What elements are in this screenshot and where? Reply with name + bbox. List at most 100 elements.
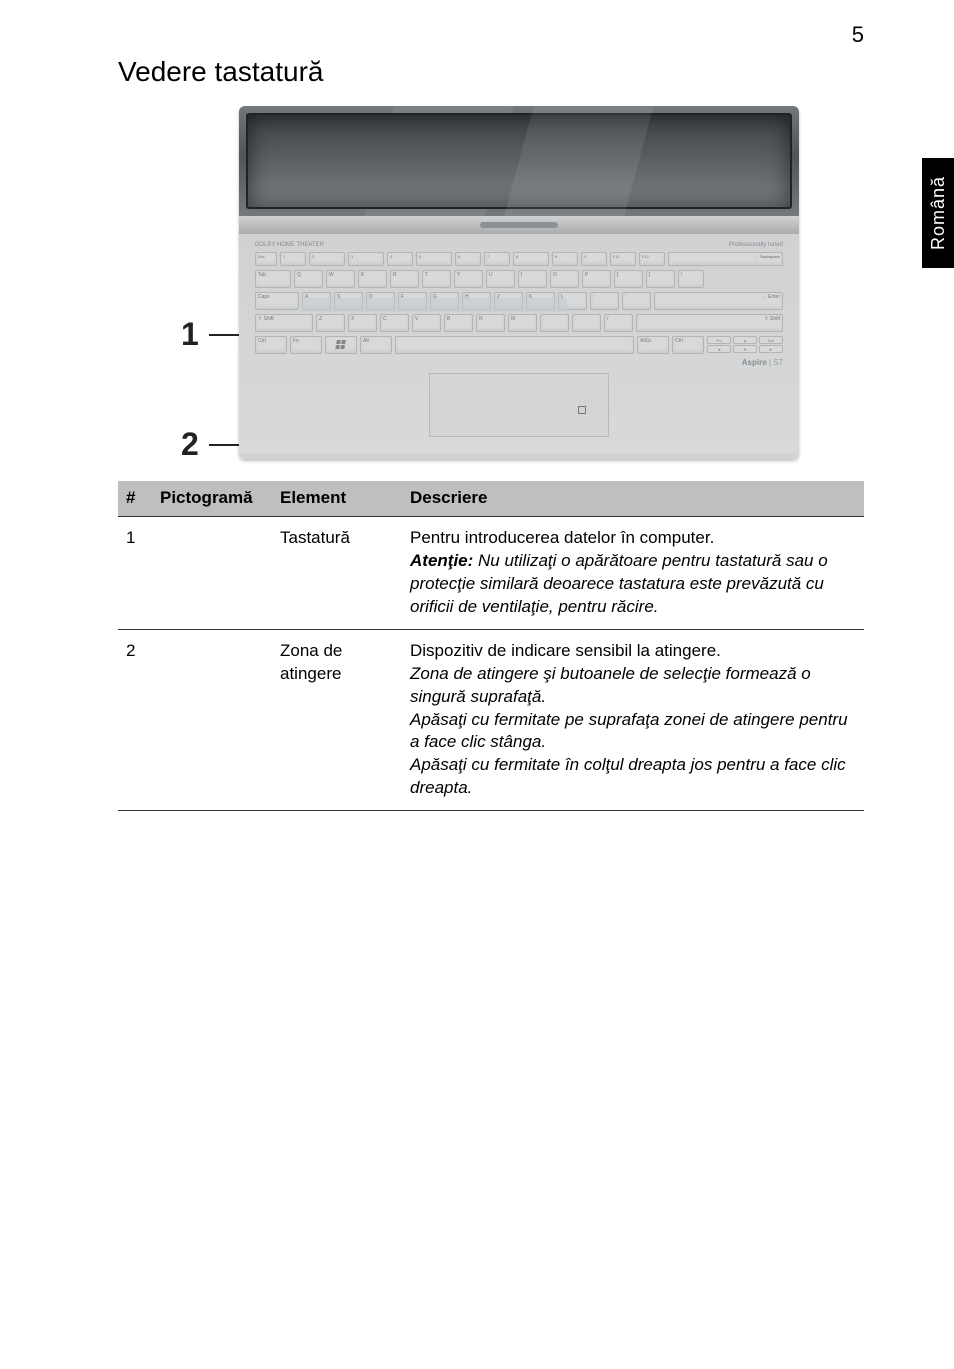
desc-plain: Dispozitiv de indicare sensibil la ating… bbox=[410, 641, 721, 660]
key-up: ▲ bbox=[733, 336, 757, 344]
key: O bbox=[550, 270, 579, 288]
deck-right-label: Professionally tuned bbox=[729, 242, 783, 248]
cell-description: Dispozitiv de indicare sensibil la ating… bbox=[402, 629, 864, 811]
key-caps: Caps bbox=[255, 292, 299, 310]
cell-icon bbox=[152, 516, 272, 629]
laptop-hinge bbox=[239, 216, 799, 234]
key: [ bbox=[614, 270, 643, 288]
keyboard: Esc 1 2 3 4 5 6 7 8 9 0 F11 F12 ← Backsp… bbox=[255, 252, 783, 354]
section-title: Vedere tastatură bbox=[118, 56, 864, 88]
windows-icon bbox=[335, 340, 347, 350]
key: S bbox=[334, 292, 363, 310]
laptop-body: DOLBY HOME THEATER Professionally tuned … bbox=[239, 106, 799, 459]
arrow-cluster: Prv◄ ▲▼ Nxt► bbox=[707, 336, 783, 353]
table-row: 2 Zona de atingere Dispozitiv de indicar… bbox=[118, 629, 864, 811]
th-icon: Pictogramă bbox=[152, 481, 272, 516]
key: C bbox=[380, 314, 409, 332]
key: Q bbox=[294, 270, 323, 288]
key-right: ► bbox=[759, 345, 783, 353]
key: M bbox=[508, 314, 537, 332]
key: \ bbox=[678, 270, 704, 288]
key: 6 bbox=[455, 252, 481, 266]
key: I bbox=[518, 270, 547, 288]
key: ] bbox=[646, 270, 675, 288]
th-description: Descriere bbox=[402, 481, 864, 516]
kb-row-1: Esc 1 2 3 4 5 6 7 8 9 0 F11 F12 ← Backsp… bbox=[255, 252, 783, 266]
key: Y bbox=[454, 270, 483, 288]
key: U bbox=[486, 270, 515, 288]
spec-table: # Pictogramă Element Descriere 1 Tastatu… bbox=[118, 481, 864, 811]
key: D bbox=[366, 292, 395, 310]
key: J bbox=[494, 292, 523, 310]
th-element: Element bbox=[272, 481, 402, 516]
key-enter: ← Enter bbox=[654, 292, 783, 310]
language-tab: Română bbox=[922, 158, 954, 268]
key: / bbox=[604, 314, 633, 332]
table-header-row: # Pictogramă Element Descriere bbox=[118, 481, 864, 516]
page-number: 5 bbox=[852, 22, 864, 48]
desc-rest: Nu utilizaţi o apărătoare pentru tastatu… bbox=[410, 551, 828, 616]
callout-2-number: 2 bbox=[181, 426, 199, 463]
key: N bbox=[476, 314, 505, 332]
key-ctrl-r: Ctrl bbox=[672, 336, 704, 354]
key-tab: Tab bbox=[255, 270, 291, 288]
key-shift-l: ⇧ Shift bbox=[255, 314, 313, 332]
key: ' bbox=[622, 292, 651, 310]
desc-italic: Zona de atingere şi butoanele de selecţi… bbox=[410, 664, 848, 798]
cell-num: 2 bbox=[118, 629, 152, 811]
key: T bbox=[422, 270, 451, 288]
page: 5 Vedere tastatură Română 1 2 DOLBY HOME… bbox=[0, 0, 954, 851]
cell-num: 1 bbox=[118, 516, 152, 629]
key: . bbox=[572, 314, 601, 332]
key-prev: Prv bbox=[707, 336, 731, 344]
key-left: ◄ bbox=[707, 345, 731, 353]
cell-element: Tastatură bbox=[272, 516, 402, 629]
laptop-lid bbox=[239, 106, 799, 216]
key: A bbox=[302, 292, 331, 310]
key: ; bbox=[590, 292, 619, 310]
key-next: Nxt bbox=[759, 336, 783, 344]
laptop-brand: Aspire | S7 bbox=[255, 358, 783, 367]
deck-header: DOLBY HOME THEATER Professionally tuned bbox=[255, 242, 783, 248]
deck-left-label: DOLBY HOME THEATER bbox=[255, 242, 324, 248]
key-alt-l: Alt bbox=[360, 336, 392, 354]
key: G bbox=[430, 292, 459, 310]
key: 4 bbox=[387, 252, 413, 266]
cell-element: Zona de atingere bbox=[272, 629, 402, 811]
laptop-deck: DOLBY HOME THEATER Professionally tuned … bbox=[239, 234, 799, 453]
key-esc: Esc bbox=[255, 252, 277, 266]
key-altgr: AltGr bbox=[637, 336, 669, 354]
key-ctrl-l: Ctrl bbox=[255, 336, 287, 354]
key: 2 bbox=[309, 252, 345, 266]
key-windows bbox=[325, 336, 357, 354]
key: 7 bbox=[484, 252, 510, 266]
key: R bbox=[390, 270, 419, 288]
key: W bbox=[326, 270, 355, 288]
kb-row-4: ⇧ Shift Z X C V B N M , . / ⇧ Shift bbox=[255, 314, 783, 332]
cell-icon bbox=[152, 629, 272, 811]
key: 5 bbox=[416, 252, 452, 266]
key: E bbox=[358, 270, 387, 288]
key: L bbox=[558, 292, 587, 310]
key-down: ▼ bbox=[733, 345, 757, 353]
key: 1 bbox=[280, 252, 306, 266]
kb-row-3: Caps A S D F G H J K L ; ' ← Enter bbox=[255, 292, 783, 310]
key: 0 bbox=[581, 252, 607, 266]
language-tab-label: Română bbox=[928, 176, 949, 250]
laptop-illustration: 1 2 DOLBY HOME THEATER Professionally tu… bbox=[181, 106, 801, 459]
key: P bbox=[582, 270, 611, 288]
touchpad bbox=[429, 373, 609, 437]
key: , bbox=[540, 314, 569, 332]
key-fn: Fn bbox=[290, 336, 322, 354]
key-shift-r: ⇧ Shift bbox=[636, 314, 783, 332]
brand-model: | S7 bbox=[767, 358, 783, 367]
callout-1-number: 1 bbox=[181, 316, 199, 353]
key-space bbox=[395, 336, 634, 354]
key: 3 bbox=[348, 252, 384, 266]
key: X bbox=[348, 314, 377, 332]
key: F12 bbox=[639, 252, 665, 266]
key-backspace: ← Backspace bbox=[668, 252, 783, 266]
desc-plain: Pentru introducerea datelor în computer. bbox=[410, 528, 714, 547]
brand-name: Aspire bbox=[742, 358, 767, 367]
key: F11 bbox=[610, 252, 636, 266]
